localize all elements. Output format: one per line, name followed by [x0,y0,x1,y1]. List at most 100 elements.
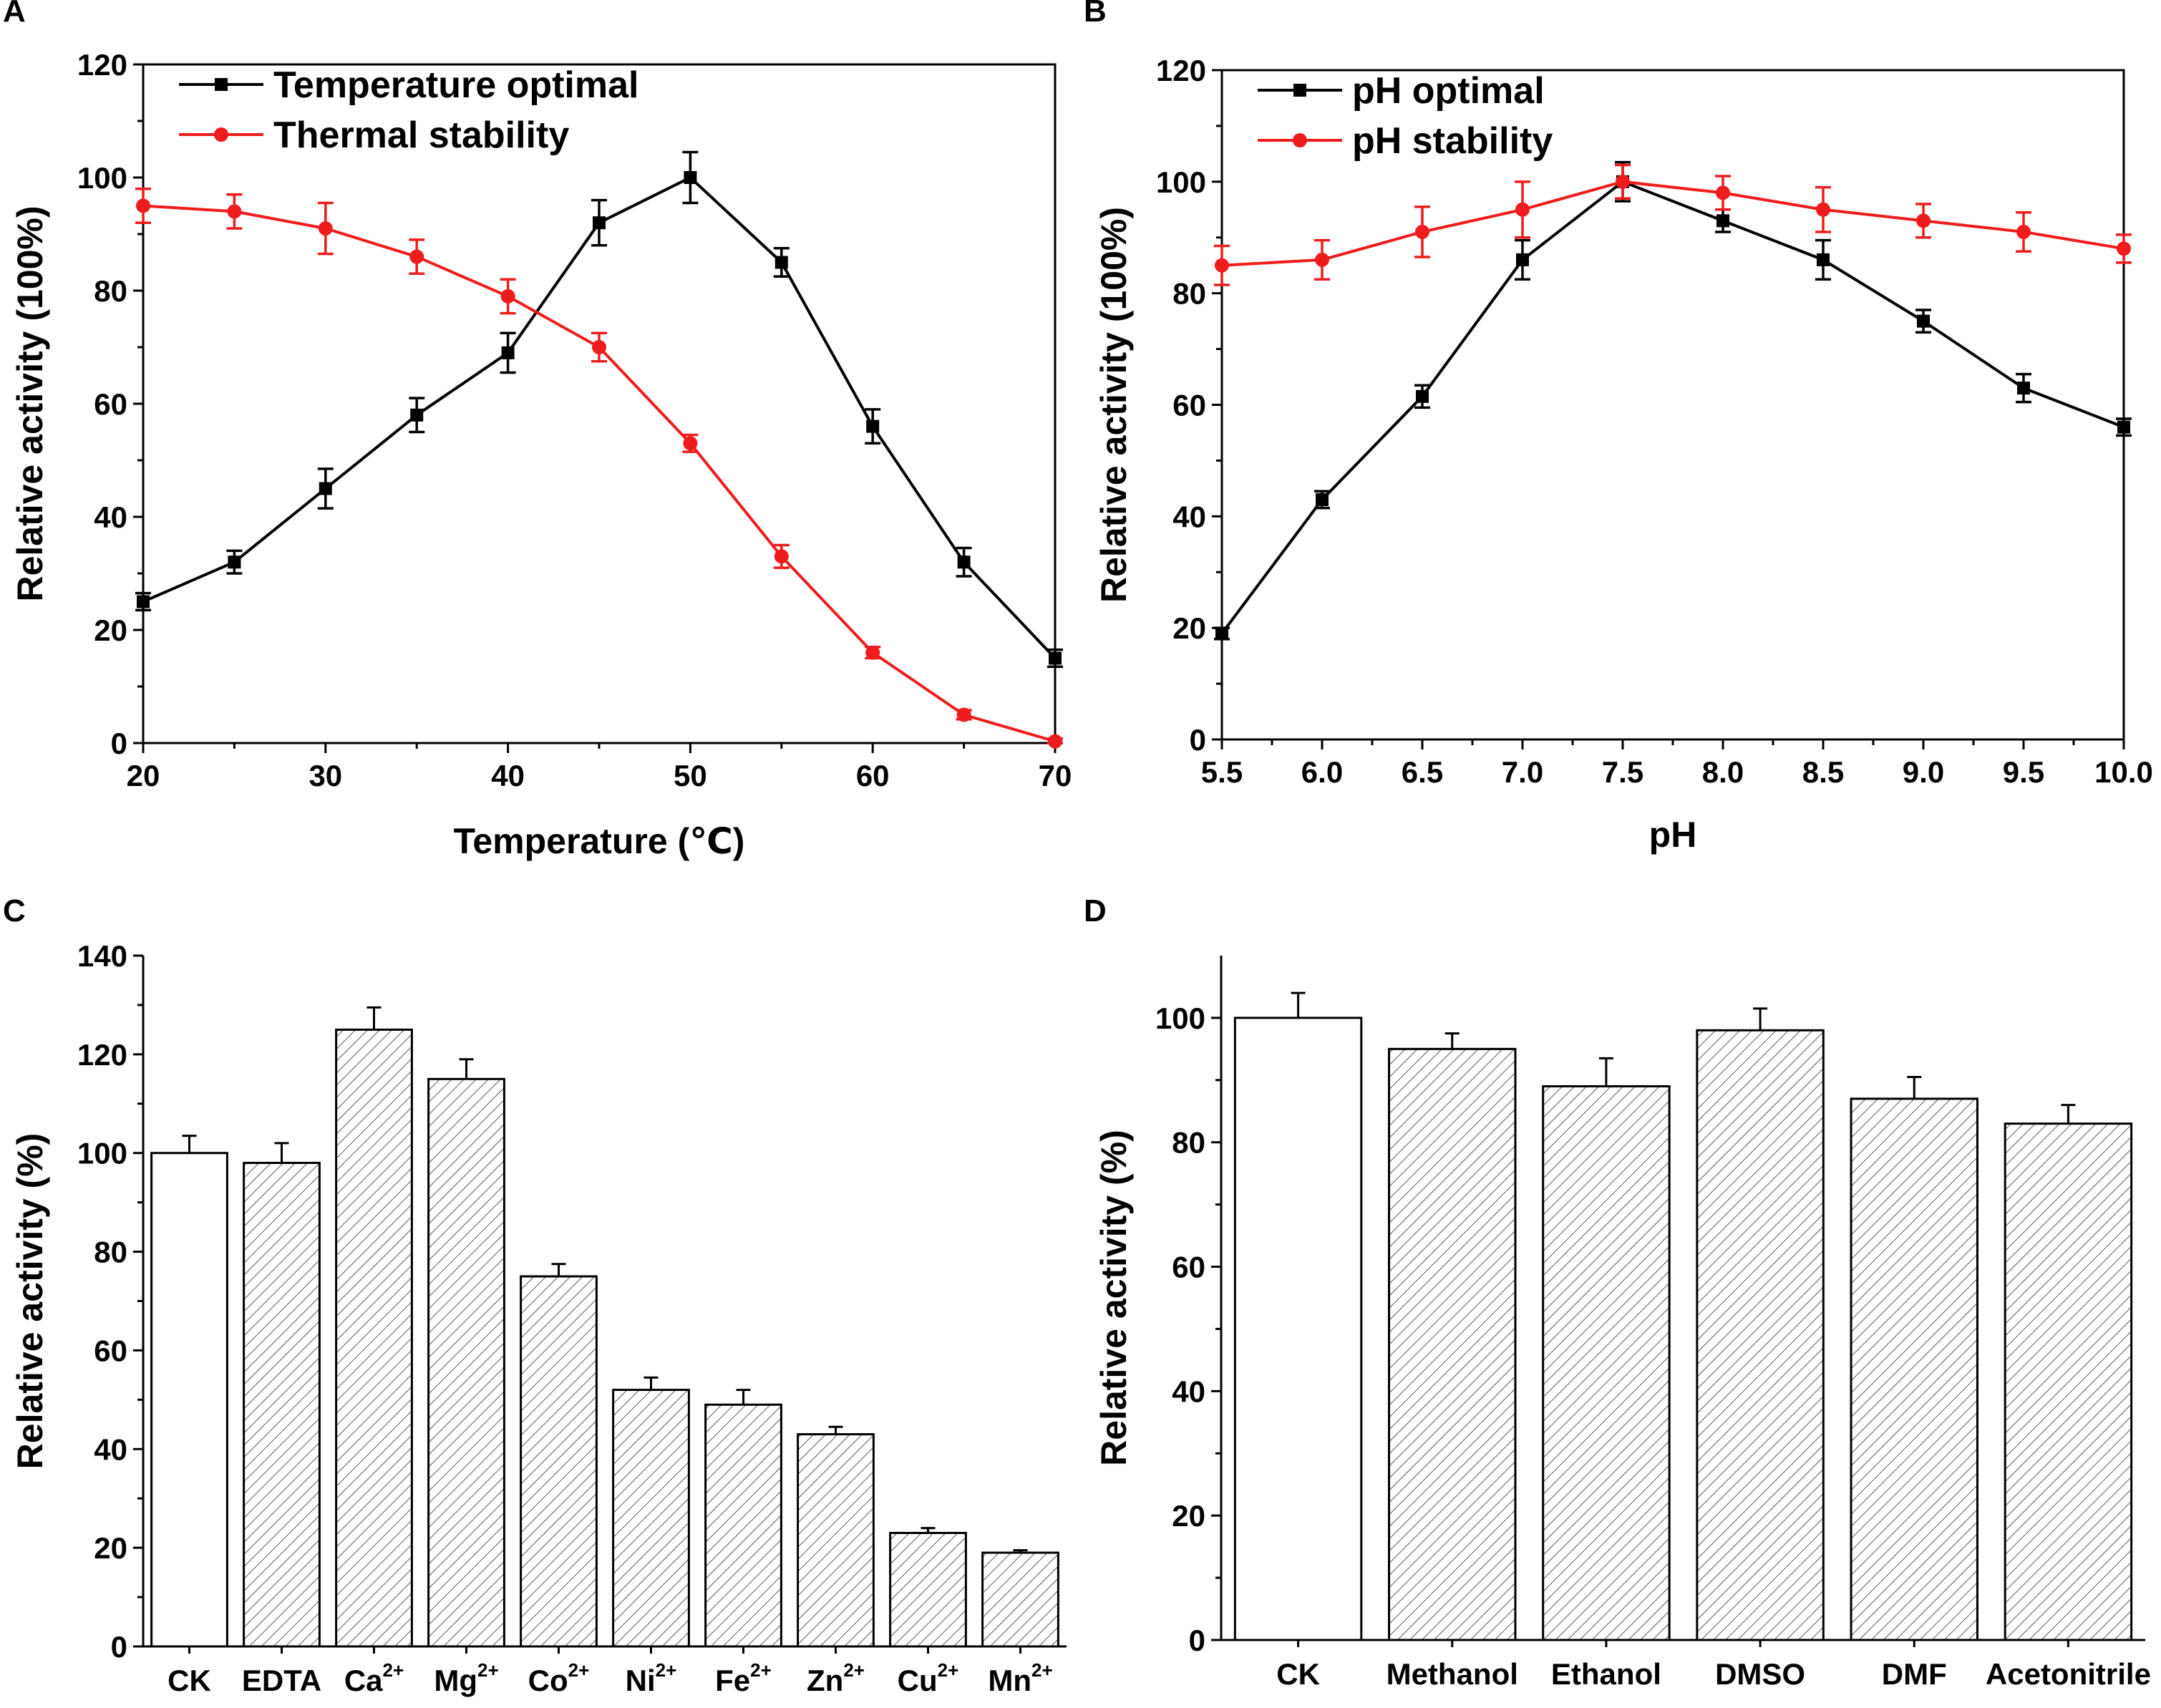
category-label-base: CK [167,1664,211,1697]
y-tick-label: 60 [94,387,127,421]
panel-letter: C [3,893,26,928]
plot-frame [1220,69,2125,741]
legend-entry: Temperature optimal [179,64,638,106]
x-tick-label: 40 [491,759,525,792]
data-point [501,346,515,359]
data-point [774,256,788,269]
y-tick-label: 0 [1189,1624,1205,1657]
y-tick-label: 120 [1156,54,1206,87]
legend-entry: pH stability [1258,120,1553,162]
y-axis-title: Relative activity (100%) [1094,207,1134,603]
category-label-sup: 2+ [568,1659,590,1681]
category-label-base: DMSO [1715,1657,1805,1691]
data-point [1616,174,1630,189]
chart-panel-b: B 0 20 40 60 80 100 120 5.5 6.0 6.5 7.0 7.5 8.0 8.5 9.0… [1084,0,2153,855]
data-point [866,419,880,433]
data-point [500,288,515,304]
y-tick-label: 40 [1172,1374,1205,1408]
bar [797,1433,875,1648]
bar-group: Ca2+ [335,1006,413,1697]
category-label-base: Ca [344,1664,383,1697]
bar [889,1531,967,1648]
bar-group: CK [150,1135,228,1697]
x-tick-label: 8.0 [1702,755,1744,789]
data-point [1817,253,1830,266]
y-tick-label: 120 [77,48,127,82]
y-tick-label: 60 [94,1334,127,1367]
legend-marker [1293,84,1306,97]
x-axis-title: Temperature (℃) [454,821,745,861]
data-point [1415,224,1429,239]
y-tick-label: 20 [1172,611,1206,645]
legend-marker [215,78,228,91]
bar [704,1403,782,1648]
bar-group: DMSO [1696,1007,1825,1691]
data-point [1048,734,1062,749]
data-point [2016,224,2031,239]
bar-group: Cu2+ [889,1527,967,1697]
data-point [319,482,332,495]
bar-group: Co2+ [520,1263,598,1697]
category-label: Cu2+ [898,1659,959,1697]
x-tick-label: 60 [856,759,890,792]
data-point [227,204,242,219]
category-label: Ca2+ [344,1659,404,1697]
data-point [1515,202,1530,217]
data-point [1516,253,1529,266]
data-point [1049,651,1062,665]
series-thermal-stability [135,188,1063,749]
legend-entry: pH optimal [1258,70,1545,112]
y-tick-label: 80 [94,1236,127,1269]
bar [520,1275,598,1648]
y-tick-label: 40 [94,1432,127,1466]
category-label-base: Mn [988,1664,1031,1697]
category-label-base: CK [1276,1657,1320,1691]
bar [1850,1097,1978,1641]
bar [335,1028,413,1648]
panel-letter: B [1084,0,1107,29]
data-point [1916,213,1931,228]
x-tick-label: 6.0 [1301,755,1343,789]
data-point [1716,185,1730,200]
y-axis-title: Relative activity (%) [10,1133,50,1470]
bar-group: Methanol [1387,1032,1518,1691]
category-label: EDTA [242,1664,321,1697]
x-tick-label: 5.5 [1201,755,1243,789]
y-axis-title: Relative activity (%) [1094,1130,1134,1466]
bar [243,1162,321,1648]
category-label-base: Ni [626,1664,656,1697]
bar-group: CK [1233,991,1363,1691]
bar-group: EDTA [242,1142,321,1697]
data-point [774,549,789,564]
category-label: Mn2+ [988,1659,1052,1697]
x-tick-label: 7.0 [1502,755,1543,789]
data-point [2117,241,2131,256]
category-label-sup: 2+ [477,1659,499,1681]
data-point [2117,420,2130,434]
data-point [410,408,424,422]
y-tick-label: 0 [111,727,127,760]
y-tick-label: 100 [77,161,127,195]
category-label: DMF [1882,1657,1947,1691]
legend-label: Thermal stability [273,115,569,156]
legend-entry: Thermal stability [179,115,569,156]
data-point [2017,382,2030,395]
y-tick-label: 100 [1156,165,1206,199]
data-point [228,555,241,569]
category-label-base: Zn [807,1664,843,1697]
y-tick-label: 80 [1172,1126,1205,1160]
bar [1388,1047,1517,1641]
legend-label: pH optimal [1352,70,1545,112]
series-line [1220,180,2124,635]
series-temperature-optimal [135,150,1063,669]
category-label-base: EDTA [242,1664,321,1697]
y-tick-label: 80 [94,274,127,308]
y-tick-label: 100 [77,1137,127,1170]
category-label-base: DMF [1882,1657,1947,1691]
category-label: Methanol [1387,1657,1518,1691]
series-ph-stability [1214,163,2132,286]
panel-letter: D [1084,893,1107,928]
x-tick-label: 9.0 [1903,755,1944,789]
y-axis-title: Relative activity (100%) [10,205,50,601]
